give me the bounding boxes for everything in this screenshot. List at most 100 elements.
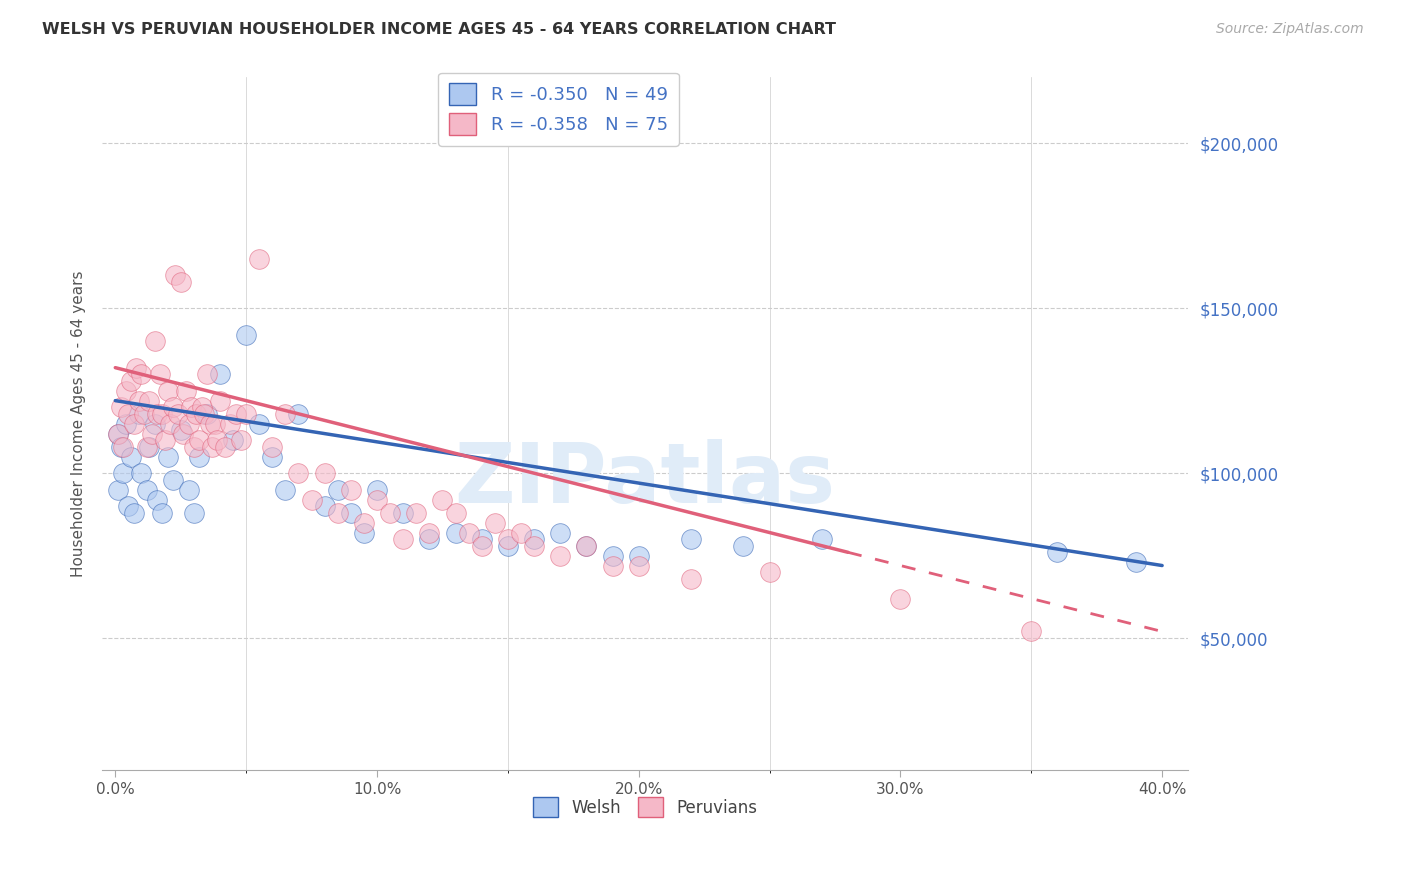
Point [152,407,174,421]
Point [201,440,224,454]
Point [152,506,174,520]
Point [444,506,467,520]
Point [162,473,184,487]
Point [149,368,172,382]
Point [575,539,598,553]
Point [135,483,157,497]
Point [214,440,236,454]
Point [170,423,193,437]
Point [170,275,193,289]
Point [523,539,546,553]
Point [180,401,202,415]
Point [548,525,571,540]
Point [366,483,388,497]
Point [190,401,212,415]
Point [188,450,211,464]
Point [107,426,129,441]
Point [1046,545,1069,559]
Point [131,466,153,480]
Point [1019,624,1042,639]
Point [117,407,139,421]
Point [110,440,132,454]
Point [262,440,284,454]
Point [523,532,546,546]
Point [247,417,270,431]
Point [457,525,479,540]
Point [120,374,142,388]
Point [177,417,200,431]
Point [301,492,323,507]
Point [314,499,336,513]
Point [112,466,135,480]
Y-axis label: Householder Income Ages 45 - 64 years: Householder Income Ages 45 - 64 years [72,270,86,577]
Point [143,334,166,349]
Point [229,434,252,448]
Point [418,525,440,540]
Point [679,532,702,546]
Point [219,417,242,431]
Legend: Welsh, Peruvians: Welsh, Peruvians [527,790,763,824]
Point [889,591,911,606]
Point [122,417,145,431]
Point [208,368,231,382]
Point [340,506,363,520]
Point [353,525,375,540]
Point [602,558,624,573]
Point [225,407,247,421]
Point [274,407,297,421]
Text: Source: ZipAtlas.com: Source: ZipAtlas.com [1216,22,1364,37]
Point [811,532,834,546]
Point [262,450,284,464]
Point [165,268,187,283]
Point [195,368,218,382]
Point [326,506,349,520]
Text: WELSH VS PERUVIAN HOUSEHOLDER INCOME AGES 45 - 64 YEARS CORRELATION CHART: WELSH VS PERUVIAN HOUSEHOLDER INCOME AGE… [42,22,837,37]
Point [135,440,157,454]
Point [235,327,257,342]
Point [172,426,194,441]
Point [125,360,148,375]
Point [107,426,129,441]
Point [162,401,184,415]
Point [471,532,494,546]
Point [198,417,221,431]
Point [183,440,205,454]
Point [575,539,598,553]
Point [153,434,176,448]
Point [188,434,211,448]
Point [418,532,440,546]
Point [204,417,226,431]
Point [156,450,179,464]
Point [138,440,160,454]
Point [146,407,169,421]
Point [314,466,336,480]
Point [193,407,215,421]
Point [627,558,650,573]
Point [195,407,218,421]
Point [138,393,160,408]
Point [484,516,506,530]
Point [627,549,650,563]
Point [471,539,494,553]
Point [1125,555,1147,569]
Point [186,407,208,421]
Point [167,407,190,421]
Point [432,492,454,507]
Point [222,434,245,448]
Point [340,483,363,497]
Point [378,506,401,520]
Point [235,407,257,421]
Point [141,426,163,441]
Point [143,417,166,431]
Point [107,483,129,497]
Point [496,532,519,546]
Point [366,492,388,507]
Point [112,440,135,454]
Point [287,407,309,421]
Point [131,368,153,382]
Point [132,407,155,421]
Point [146,492,169,507]
Point [326,483,349,497]
Point [128,407,150,421]
Point [159,417,181,431]
